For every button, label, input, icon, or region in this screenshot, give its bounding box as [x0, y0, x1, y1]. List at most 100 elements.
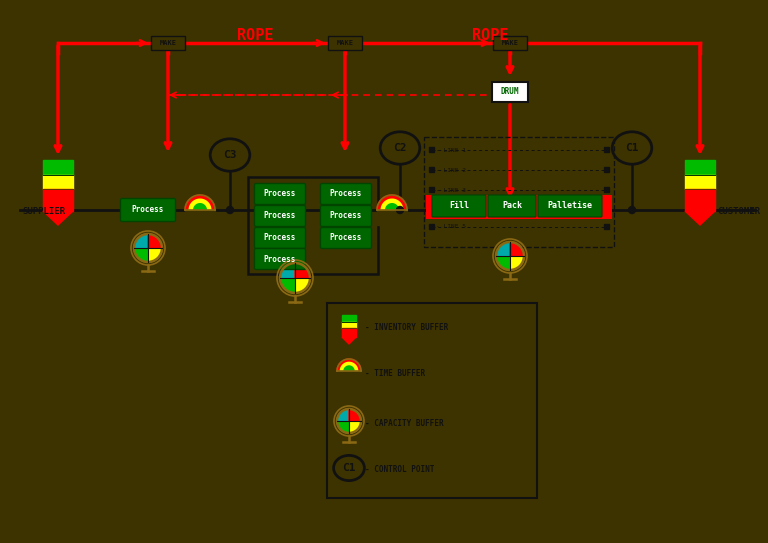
Text: Process: Process [132, 205, 164, 214]
FancyBboxPatch shape [121, 199, 176, 222]
FancyBboxPatch shape [320, 205, 372, 226]
Wedge shape [496, 242, 510, 256]
Text: - LINE 5: - LINE 5 [436, 224, 466, 230]
Text: MAKE: MAKE [160, 40, 177, 46]
Wedge shape [510, 242, 524, 256]
Bar [342, 315, 356, 322]
FancyBboxPatch shape [254, 184, 306, 205]
Wedge shape [510, 256, 524, 270]
Polygon shape [381, 199, 402, 210]
Text: - CONTROL POINT: - CONTROL POINT [365, 465, 435, 475]
Text: C2: C2 [393, 143, 407, 153]
Bar [429, 167, 434, 172]
Bar [685, 160, 715, 175]
Text: Process: Process [264, 190, 296, 199]
Text: - LINE 3: - LINE 3 [436, 187, 466, 193]
FancyBboxPatch shape [254, 205, 306, 226]
Polygon shape [337, 359, 361, 371]
Bar [43, 189, 73, 211]
Text: CUSTOMER: CUSTOMER [717, 206, 760, 216]
Polygon shape [185, 210, 215, 225]
Bar [248, 177, 378, 274]
Text: Pack: Pack [502, 201, 522, 211]
Bar [426, 195, 612, 219]
Bar [429, 187, 434, 192]
Text: - LINE 2: - LINE 2 [436, 167, 466, 173]
Wedge shape [134, 234, 148, 248]
Polygon shape [185, 195, 215, 210]
Wedge shape [280, 278, 295, 293]
FancyBboxPatch shape [488, 195, 536, 217]
FancyBboxPatch shape [432, 195, 486, 217]
Bar [429, 147, 434, 152]
Text: DRUM: DRUM [501, 87, 519, 97]
Bar [342, 328, 356, 337]
FancyBboxPatch shape [320, 228, 372, 249]
Bar [43, 160, 73, 175]
Wedge shape [295, 278, 310, 293]
Text: Process: Process [329, 212, 362, 220]
Polygon shape [342, 337, 356, 344]
Text: C1: C1 [343, 463, 356, 473]
Wedge shape [349, 421, 361, 433]
Bar [604, 224, 609, 229]
Bar [685, 189, 715, 211]
Text: C3: C3 [223, 150, 237, 160]
Wedge shape [337, 421, 349, 433]
Text: ROPE: ROPE [472, 28, 508, 42]
Text: ROPE: ROPE [237, 28, 273, 42]
Wedge shape [295, 263, 310, 278]
Bar [424, 137, 614, 247]
Text: Process: Process [264, 233, 296, 243]
Polygon shape [344, 366, 354, 371]
Circle shape [227, 206, 233, 213]
Bar [493, 36, 527, 50]
Polygon shape [194, 204, 207, 210]
Bar [429, 224, 434, 229]
Bar [43, 175, 73, 189]
Circle shape [628, 206, 635, 213]
Text: Fill: Fill [449, 201, 469, 211]
FancyBboxPatch shape [538, 195, 602, 217]
Bar [328, 36, 362, 50]
Wedge shape [349, 409, 361, 421]
FancyBboxPatch shape [254, 228, 306, 249]
Polygon shape [386, 204, 399, 210]
Wedge shape [280, 263, 295, 278]
Text: MAKE: MAKE [502, 40, 518, 46]
Polygon shape [337, 371, 361, 383]
Polygon shape [189, 199, 210, 210]
Text: Process: Process [264, 212, 296, 220]
Wedge shape [496, 256, 510, 270]
Bar [327, 303, 537, 498]
Bar [604, 147, 609, 152]
Bar [151, 36, 185, 50]
Text: - INVENTORY BUFFER: - INVENTORY BUFFER [365, 324, 449, 332]
FancyBboxPatch shape [254, 249, 306, 269]
Wedge shape [148, 234, 162, 248]
Polygon shape [377, 195, 407, 210]
Bar [685, 175, 715, 189]
Text: - TIME BUFFER: - TIME BUFFER [365, 369, 425, 377]
Text: - CAPACITY BUFFER: - CAPACITY BUFFER [365, 419, 444, 427]
Text: Process: Process [329, 233, 362, 243]
Text: SUPPLIER: SUPPLIER [22, 206, 65, 216]
Wedge shape [148, 248, 162, 262]
Polygon shape [340, 362, 358, 371]
Text: Process: Process [329, 190, 362, 199]
Bar [492, 82, 528, 102]
Polygon shape [377, 210, 407, 225]
Polygon shape [685, 211, 715, 225]
Polygon shape [43, 211, 73, 225]
Text: C1: C1 [625, 143, 639, 153]
Bar [604, 187, 609, 192]
Wedge shape [337, 409, 349, 421]
Text: Process: Process [264, 255, 296, 263]
Bar [604, 167, 609, 172]
Wedge shape [134, 248, 148, 262]
Circle shape [396, 206, 403, 213]
Text: Palletise: Palletise [548, 201, 592, 211]
Bar [342, 322, 356, 328]
Text: - LINE 1: - LINE 1 [436, 148, 466, 153]
Text: MAKE: MAKE [336, 40, 353, 46]
